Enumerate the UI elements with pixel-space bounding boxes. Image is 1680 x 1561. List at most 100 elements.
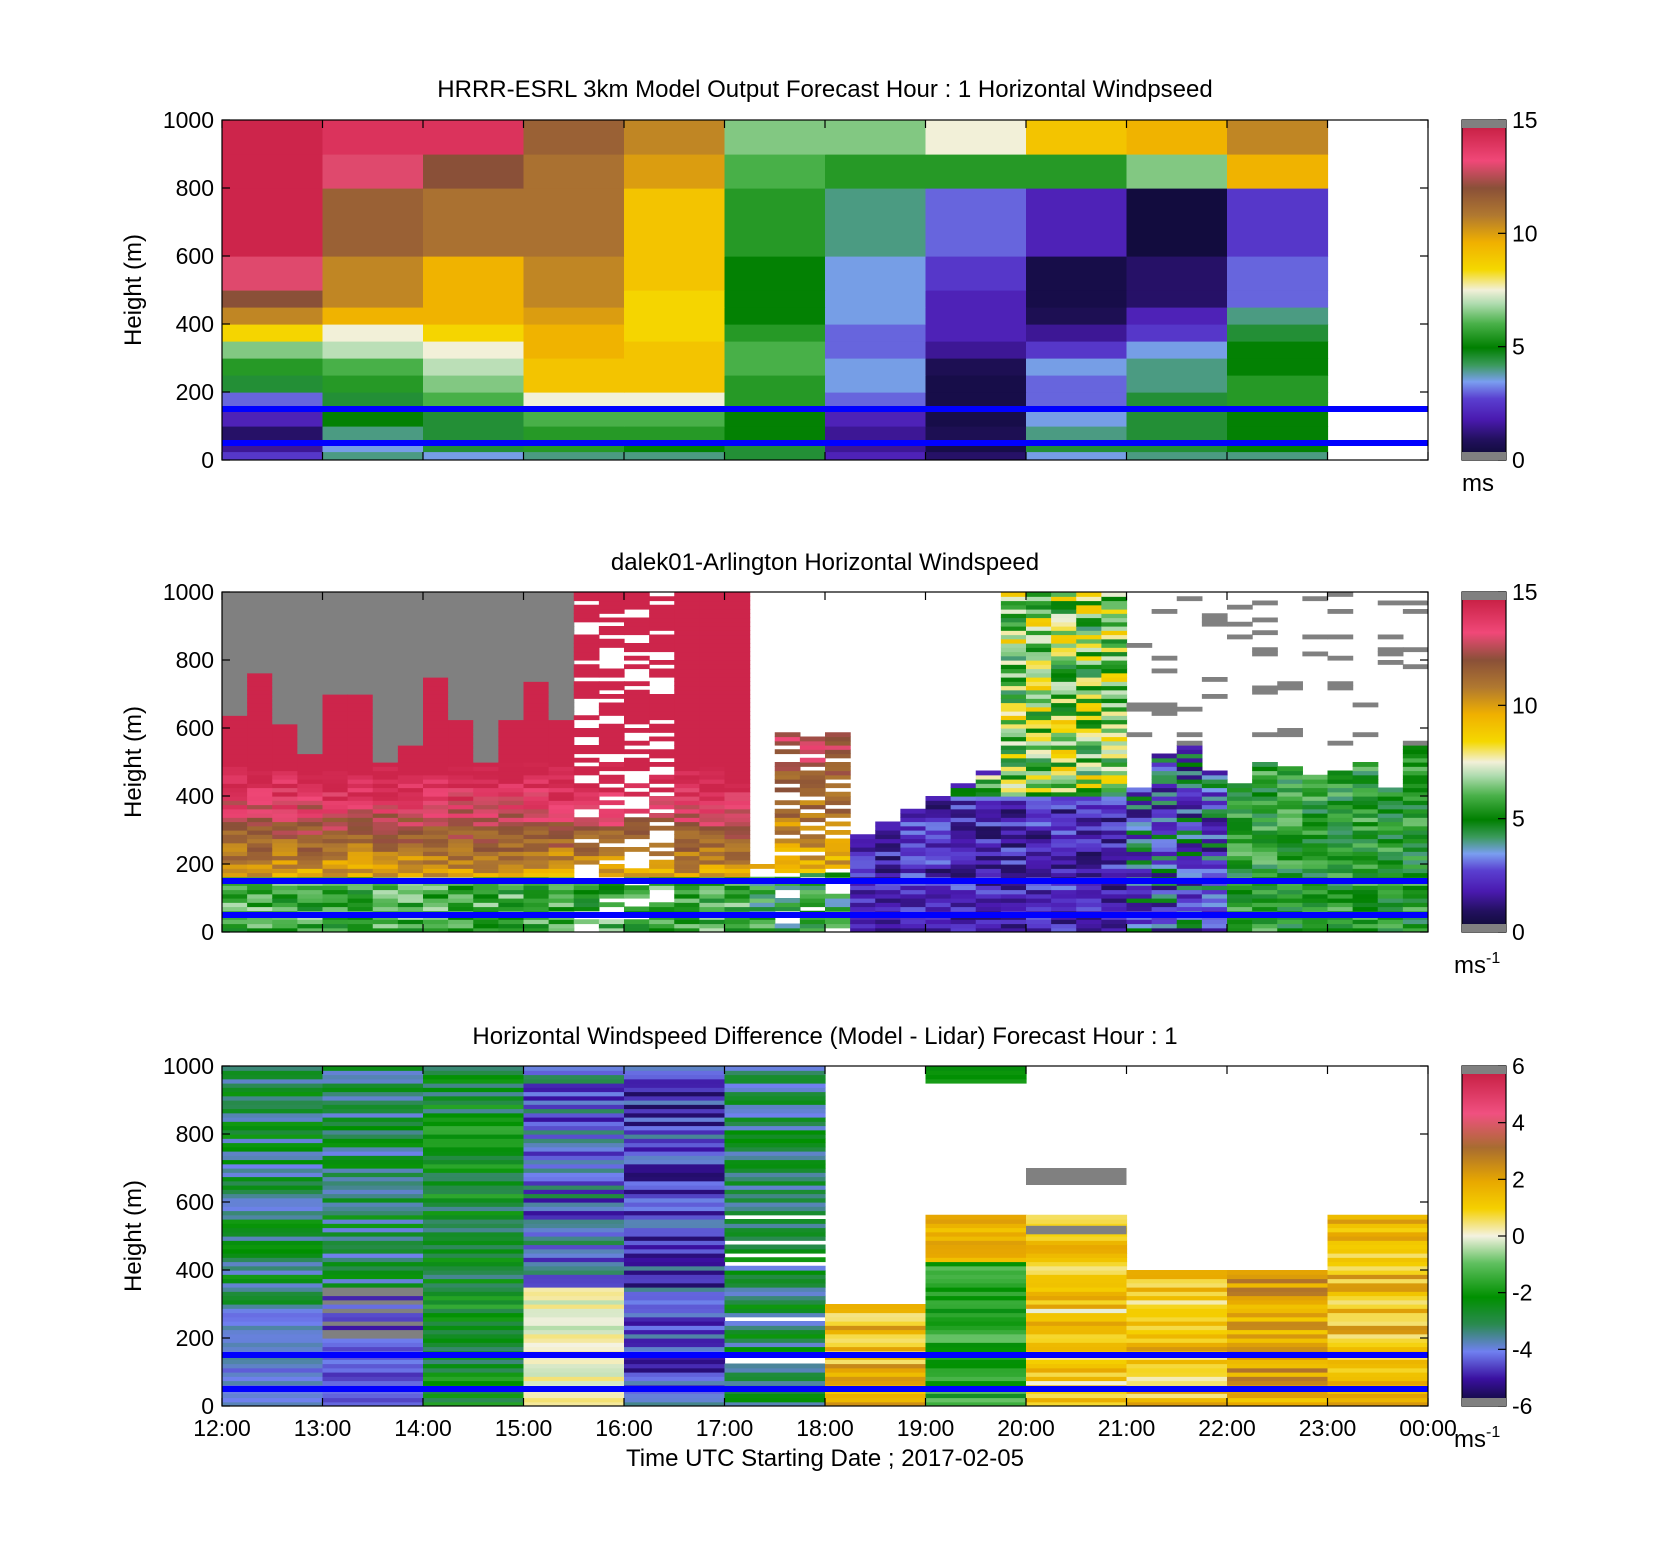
difference-cell [222, 1304, 324, 1309]
lidar-cell [674, 889, 700, 895]
lidar-cell [825, 740, 851, 746]
lidar-cell [624, 749, 650, 755]
difference-cell [423, 1393, 525, 1399]
difference-cell [624, 1223, 726, 1229]
model-cell [724, 451, 826, 460]
lidar-cell [473, 621, 499, 627]
lidar-cell [372, 592, 399, 597]
lidar-cell [1176, 762, 1203, 767]
lidar-cell [247, 813, 273, 818]
lidar-cell [523, 830, 550, 835]
lidar-cell [975, 796, 1002, 801]
lidar-cell [573, 770, 600, 776]
difference-cell [523, 1168, 625, 1173]
lidar-cell [322, 779, 349, 784]
lidar-cell [1402, 834, 1428, 840]
lidar-cell [423, 736, 449, 742]
lidar-cell [448, 732, 474, 738]
lidar-cell [1402, 664, 1428, 670]
y-tick-label: 200 [176, 379, 214, 405]
lidar-cell [523, 796, 550, 801]
lidar-cell [473, 779, 499, 784]
lidar-cell [1076, 626, 1102, 631]
lidar-cell [799, 770, 826, 776]
lidar-cell [498, 817, 525, 823]
difference-cell [523, 1104, 625, 1110]
lidar-cell [624, 817, 650, 823]
lidar-cell [674, 864, 700, 869]
lidar-cell [674, 592, 700, 597]
lidar-cell [1377, 787, 1404, 793]
y-tick-label: 800 [176, 1121, 214, 1147]
lidar-cell [473, 660, 499, 665]
lidar-cell [900, 821, 927, 827]
x-tick-label: 13:00 [294, 1415, 352, 1441]
lidar-cell [548, 604, 575, 610]
difference-cell [624, 1299, 726, 1305]
lidar-cell [297, 817, 324, 823]
lidar-cell [1252, 830, 1278, 835]
difference-cell [624, 1240, 726, 1246]
lidar-cell [222, 664, 248, 670]
lidar-cell [523, 842, 550, 848]
lidar-cell [674, 898, 700, 903]
lidar-cell [297, 660, 324, 665]
lidar-cell [247, 821, 273, 827]
lidar-cell [523, 859, 550, 865]
lidar-cell [1000, 766, 1027, 772]
lidar-cell [272, 706, 298, 712]
lidar-cell [1000, 677, 1027, 682]
lidar-cell [322, 740, 349, 746]
difference-cell [322, 1295, 424, 1301]
lidar-cell [774, 902, 801, 908]
lidar-cell [1277, 821, 1303, 827]
lidar-cell [448, 702, 474, 708]
lidar-cell [1377, 634, 1404, 640]
lidar-cell [548, 872, 575, 878]
lidar-cell [724, 609, 751, 614]
lidar-cell [1026, 927, 1052, 932]
lidar-cell [322, 604, 349, 610]
difference-cell [1026, 1265, 1128, 1271]
difference-cell [423, 1095, 525, 1101]
difference-cell [523, 1100, 625, 1105]
lidar-cell [925, 842, 952, 848]
difference-cell [523, 1325, 625, 1331]
difference-cell [322, 1134, 424, 1139]
difference-cell [724, 1270, 826, 1275]
lidar-cell [423, 600, 449, 606]
lidar-cell [247, 719, 273, 725]
lidar-cell [1076, 685, 1102, 691]
lidar-cell [397, 813, 424, 818]
lidar-cell [1076, 706, 1102, 712]
lidar-cell [975, 893, 1002, 899]
lidar-cell [649, 927, 675, 932]
lidar-cell [724, 685, 751, 691]
lidar-cell [950, 796, 977, 801]
model-cell [825, 375, 927, 393]
lidar-cell [1327, 817, 1354, 823]
difference-cell [724, 1329, 826, 1335]
lidar-cell [448, 825, 474, 831]
lidar-cell [674, 770, 700, 776]
lidar-cell [624, 621, 650, 627]
lidar-cell [423, 762, 449, 767]
lidar-cell [397, 864, 424, 869]
lidar-cell [624, 868, 650, 874]
lidar-cell [247, 838, 273, 844]
difference-cell [1126, 1316, 1228, 1322]
lidar-cell [222, 723, 248, 729]
difference-cell [1026, 1214, 1128, 1220]
lidar-cell [548, 817, 575, 823]
lidar-cell [1076, 791, 1102, 797]
lidar-cell [598, 808, 625, 814]
lidar-cell [397, 694, 424, 699]
difference-cell [724, 1197, 826, 1203]
lidar-cell [699, 626, 726, 631]
lidar-cell [322, 855, 349, 861]
lidar-cell [247, 740, 273, 746]
difference-cell [523, 1214, 625, 1220]
lidar-cell [247, 655, 273, 661]
lidar-cell [372, 647, 399, 653]
difference-cell [1026, 1253, 1128, 1258]
